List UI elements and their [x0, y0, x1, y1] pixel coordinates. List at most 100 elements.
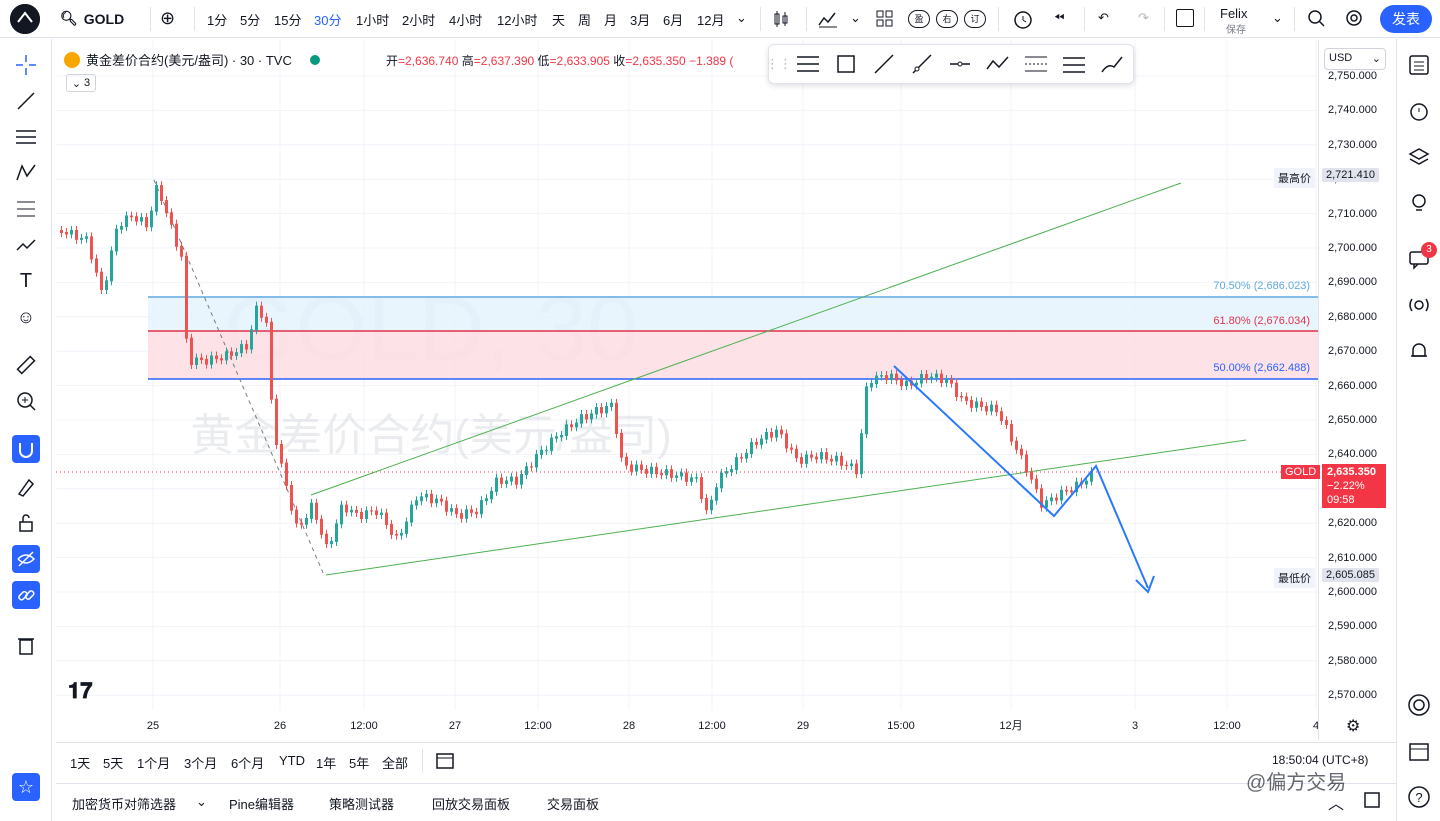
trash-icon[interactable] [12, 631, 40, 659]
text-tool-icon[interactable]: T [19, 269, 33, 292]
interval-6month[interactable]: 6月 [663, 13, 684, 28]
crosshair-icon[interactable] [12, 51, 40, 79]
stay-drawing-icon[interactable] [12, 473, 40, 501]
collapse-panel-icon[interactable]: ︿ [1328, 796, 1345, 813]
indicators-collapse-button[interactable]: ⌄ 3 [66, 74, 96, 92]
interval-4h[interactable]: 4小时 [449, 13, 483, 28]
interval-day[interactable]: 天 [552, 13, 566, 28]
interval-week[interactable]: 周 [578, 13, 592, 28]
emoji-icon[interactable]: ☺ [16, 306, 36, 327]
streams-icon[interactable] [1405, 291, 1433, 319]
candle-style-icon[interactable] [772, 10, 790, 31]
symbol-search[interactable]: 🔍︎ GOLD [60, 10, 124, 27]
tab-pine-editor[interactable]: Pine编辑器 [229, 797, 295, 812]
goto-date-icon[interactable] [434, 749, 456, 774]
range-5d[interactable]: 5天 [103, 756, 124, 771]
drag-handle-icon[interactable]: ⋮⋮ [766, 56, 792, 71]
ying-button[interactable]: 盈 [908, 10, 930, 28]
range-5y[interactable]: 5年 [349, 756, 370, 771]
ruler-icon[interactable] [12, 351, 40, 379]
hide-drawings-icon[interactable] [12, 545, 40, 573]
help-icon[interactable]: ? [1405, 783, 1433, 811]
ideas-lightbulb-icon[interactable] [1405, 189, 1433, 217]
tab-replay-panel[interactable]: 回放交易面板 [432, 797, 511, 812]
chevron-down-icon[interactable]: ⌄ [196, 794, 207, 809]
range-ytd[interactable]: YTD [279, 753, 305, 768]
range-1m[interactable]: 1个月 [137, 756, 171, 771]
quick-search-icon[interactable] [1306, 8, 1326, 31]
interval-15m[interactable]: 15分 [274, 13, 302, 28]
interval-3month[interactable]: 3月 [630, 13, 651, 28]
indicators-dropdown-icon[interactable]: ⌄ [850, 10, 861, 25]
you-button[interactable]: 右 [936, 10, 958, 28]
ding-button[interactable]: 订 [964, 10, 986, 28]
fib-retracement-icon[interactable] [12, 195, 40, 223]
chart-legend[interactable]: 黄金差价合约(美元/盎司) · 30 · TVC [64, 50, 320, 69]
range-all[interactable]: 全部 [382, 756, 409, 771]
range-6m[interactable]: 6个月 [231, 756, 265, 771]
horizontal-ray-icon[interactable] [941, 48, 979, 80]
indicators-icon[interactable] [818, 10, 838, 31]
tradingview-logo-icon[interactable] [10, 4, 40, 34]
forecast-icon[interactable] [12, 231, 40, 259]
candle-body [895, 373, 898, 381]
range-1d[interactable]: 1天 [70, 756, 91, 771]
range-1y[interactable]: 1年 [316, 756, 337, 771]
time-axis-label: 12:00 [350, 720, 378, 732]
range-3m[interactable]: 3个月 [184, 756, 218, 771]
redo-icon[interactable]: ↷ [1138, 10, 1149, 25]
replay-icon[interactable]: ⏪︎ [1054, 10, 1065, 25]
line-icon[interactable] [865, 48, 903, 80]
tab-crypto-screener[interactable]: 加密货币对筛选器 [72, 797, 177, 812]
interval-2h[interactable]: 2小时 [402, 13, 436, 28]
alarm-clock-icon[interactable] [1405, 97, 1433, 125]
scale-settings-gear-icon[interactable]: ⚙ [1346, 718, 1361, 735]
price-chart[interactable]: GOLD, 30 黄金差价合约(美元/盎司) 70.50% (2,686.023… [56, 40, 1318, 740]
clock-timezone[interactable]: 18:50:04 (UTC+8) [1272, 753, 1369, 767]
trend-line-icon[interactable] [12, 87, 40, 115]
publish-button[interactable]: 发表 [1380, 5, 1432, 33]
fullscreen-box-icon[interactable] [1176, 9, 1194, 27]
candle-body [150, 210, 153, 228]
interval-1m[interactable]: 1分 [207, 13, 228, 28]
parallel-channel-icon[interactable] [1055, 48, 1093, 80]
ray-icon[interactable] [903, 48, 941, 80]
tab-strategy-tester[interactable]: 策略测试器 [329, 797, 395, 812]
user-name[interactable]: Felix [1220, 6, 1248, 21]
interval-1h[interactable]: 1小时 [356, 13, 390, 28]
interval-month[interactable]: 月 [604, 13, 618, 28]
interval-5m[interactable]: 5分 [240, 13, 261, 28]
alert-add-icon[interactable] [1012, 8, 1034, 33]
magnet-icon[interactable] [12, 435, 40, 463]
price-scale[interactable] [1318, 40, 1396, 740]
target-icon[interactable] [1405, 691, 1433, 719]
fib-channel-icon[interactable] [1017, 48, 1055, 80]
interval-dropdown-icon[interactable]: ⌄ [736, 10, 747, 25]
settings-gear-icon[interactable] [1344, 8, 1364, 31]
favorites-star-icon[interactable]: ☆ [12, 773, 40, 801]
layers-icon[interactable] [1405, 143, 1433, 171]
interval-30m[interactable]: 30分 [314, 13, 342, 28]
zoom-in-icon[interactable] [12, 387, 40, 415]
interval-12month[interactable]: 12月 [697, 13, 725, 28]
user-dropdown-icon[interactable]: ⌄ [1272, 10, 1283, 25]
calendar-icon[interactable] [1405, 737, 1433, 765]
currency-select[interactable]: USD ⌄ [1324, 48, 1386, 70]
maximize-panel-icon[interactable] [1362, 790, 1382, 813]
fib-levels-icon[interactable] [789, 48, 827, 80]
interval-12h[interactable]: 12小时 [497, 13, 538, 28]
sync-link-icon[interactable] [12, 581, 40, 609]
path-icon[interactable] [979, 48, 1017, 80]
notifications-bell-icon[interactable] [1405, 337, 1433, 365]
chat-icon[interactable] [1405, 245, 1433, 273]
lock-icon[interactable] [12, 509, 40, 537]
brush-icon[interactable] [1093, 48, 1131, 80]
rectangle-icon[interactable] [827, 48, 865, 80]
layout-grid-icon[interactable] [876, 10, 894, 31]
compare-add-icon[interactable]: ⊕ [160, 8, 176, 28]
pattern-icon[interactable] [12, 159, 40, 187]
tab-trading-panel[interactable]: 交易面板 [547, 797, 600, 812]
undo-icon[interactable]: ↶ [1098, 10, 1109, 25]
watchlist-icon[interactable] [1405, 51, 1433, 79]
horizontal-lines-icon[interactable] [12, 123, 40, 151]
